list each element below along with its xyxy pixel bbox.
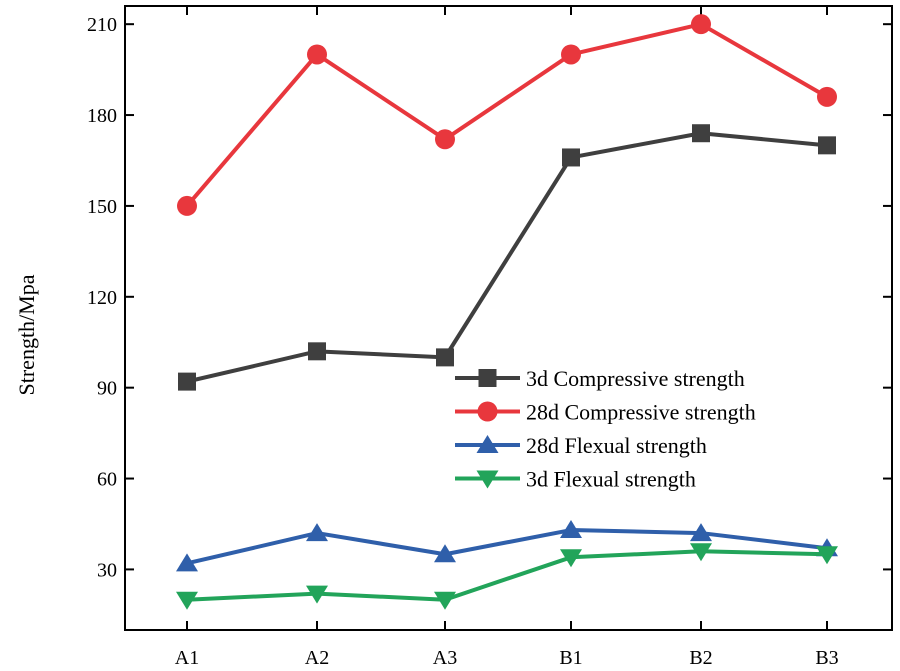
legend-label: 28d Compressive strength bbox=[526, 400, 756, 425]
x-tick-label: B1 bbox=[559, 647, 582, 669]
x-tick-label: A3 bbox=[433, 647, 457, 669]
y-tick-label: 210 bbox=[87, 14, 117, 36]
series-3 bbox=[176, 520, 838, 572]
series-line bbox=[186, 131, 828, 384]
data-point bbox=[177, 195, 197, 216]
legend: 3d Compressive strength 28d Compressive s… bbox=[455, 366, 756, 492]
legend-marker bbox=[478, 369, 497, 387]
y-tick-label: 120 bbox=[87, 287, 117, 309]
data-point bbox=[436, 348, 454, 367]
series-line bbox=[186, 528, 828, 566]
data-point bbox=[308, 342, 326, 361]
x-tick-label: B2 bbox=[689, 647, 712, 669]
y-tick-label: 30 bbox=[97, 559, 117, 581]
legend-marker bbox=[476, 435, 499, 453]
data-point bbox=[306, 523, 328, 542]
data-point bbox=[818, 136, 836, 155]
series-line bbox=[185, 22, 828, 208]
series-1 bbox=[178, 124, 836, 391]
series-4 bbox=[176, 543, 838, 610]
legend-item: 28d Compressive strength bbox=[455, 400, 756, 425]
data-point bbox=[178, 372, 196, 391]
data-point bbox=[435, 129, 455, 150]
data-point bbox=[176, 553, 198, 572]
data-point bbox=[560, 549, 582, 568]
data-point bbox=[561, 44, 581, 65]
y-tick-label: 150 bbox=[87, 196, 117, 218]
y-tick-label: 60 bbox=[97, 469, 117, 491]
legend-marker bbox=[476, 470, 499, 489]
data-point bbox=[817, 86, 837, 107]
data-point bbox=[434, 591, 456, 610]
data-point bbox=[816, 546, 838, 565]
data-point bbox=[560, 520, 582, 539]
legend-label: 3d Compressive strength bbox=[526, 366, 745, 391]
legend-label: 28d Flexual strength bbox=[526, 433, 707, 458]
data-point bbox=[307, 44, 327, 65]
data-point bbox=[690, 543, 712, 562]
data-point bbox=[434, 544, 456, 563]
data-point bbox=[690, 523, 712, 542]
data-point bbox=[176, 591, 198, 610]
legend-item: 3d Compressive strength bbox=[455, 366, 745, 391]
data-point bbox=[692, 124, 710, 143]
x-tick-label: A2 bbox=[305, 647, 329, 669]
y-tick-label: 180 bbox=[87, 105, 117, 127]
data-point bbox=[306, 585, 328, 604]
series-layer bbox=[176, 14, 838, 610]
legend-marker bbox=[477, 401, 498, 422]
series-2 bbox=[177, 14, 837, 216]
legend-item: 3d Flexual strength bbox=[455, 467, 696, 492]
y-axis-ticks: 30 60 90 120 150 180 210 bbox=[87, 14, 892, 581]
data-point bbox=[691, 14, 711, 35]
x-tick-label: A1 bbox=[175, 647, 199, 669]
series-line bbox=[186, 549, 828, 602]
x-axis-ticks: A1 A2 A3 B1 B2 B3 bbox=[175, 6, 839, 669]
x-tick-label: B3 bbox=[815, 647, 838, 669]
legend-item: 28d Flexual strength bbox=[455, 433, 707, 458]
data-point bbox=[562, 148, 580, 167]
y-tick-label: 90 bbox=[97, 378, 117, 400]
plot-frame bbox=[124, 5, 893, 631]
y-axis-title: Strength/Mpa bbox=[14, 274, 39, 395]
legend-label: 3d Flexual strength bbox=[526, 467, 696, 492]
